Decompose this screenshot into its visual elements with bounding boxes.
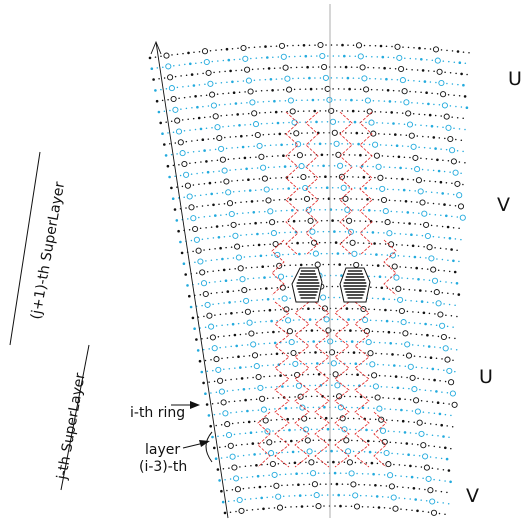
label-v-top: V [497,194,510,216]
sense-wire-ring [213,437,452,450]
stereo-wire-ring [214,448,449,461]
sense-wire-ring [223,503,446,516]
layer-label-line2: (i-3)-th [139,459,187,475]
stereo-wire-ring [186,272,459,287]
wire-rings [148,41,470,516]
stereo-wire-ring [196,338,458,352]
sense-wire-ring [205,393,458,408]
wire-cluster-left [291,267,323,303]
stereo-wire-ring [171,184,463,200]
stereo-wire-ring [179,228,462,244]
stereo-wire-ring [207,404,452,417]
sense-wire-ring [216,459,451,472]
stereo-wire-ring [221,492,450,505]
superlayer-upper-bracket [9,151,41,346]
ring-label: i-th ring [130,405,185,421]
stereo-wire-ring [218,470,452,484]
sense-wire-ring [173,195,465,211]
sense-wire-ring [177,217,460,233]
sense-wire-ring [159,107,464,125]
sense-wire-ring [180,239,458,255]
stereo-wire-ring [161,118,466,135]
label-u-top: U [508,68,522,90]
stereo-wire-ring [204,382,456,397]
layer-label-line1: layer [145,442,180,458]
sector-edge-line [155,41,229,519]
stereo-wire-ring [150,52,467,70]
layer-brace [205,431,213,463]
sense-wire-ring [166,151,466,168]
wire-cluster-right [339,267,371,303]
layer-pointer-arrow-icon [199,440,210,447]
stereo-wire-ring [182,250,460,266]
sense-wire-ring [184,261,457,276]
stereo-wire-ring [175,206,466,222]
sense-wire-ring [198,349,454,363]
ring-pointer-arrow-icon [190,401,200,409]
drift-cell-boundaries [257,111,397,468]
label-u-bottom: U [479,366,493,388]
sense-wire-ring [155,85,467,103]
sense-wire-ring [195,327,456,341]
stereo-wire-ring [193,316,454,331]
sense-wire-ring [148,41,470,60]
superlayer-lower-bracket [60,344,90,491]
sector-edge-arrow-icon [150,40,162,55]
label-v-bottom: V [466,485,479,507]
superlayer-lower-label: j-th SuperLayer [54,372,89,482]
stereo-wire-ring [200,360,456,374]
stereo-wire-ring [168,162,462,179]
superlayer-upper-label: (j+1)-th SuperLayer [28,180,68,320]
sense-wire-ring [209,415,454,428]
stereo-wire-ring [164,140,464,157]
sense-wire-ring [163,129,463,146]
stereo-wire-ring [211,426,450,439]
sense-wire-ring [152,63,468,81]
sense-wire-ring [220,481,448,494]
stereo-wire-ring [154,74,465,92]
stereo-wire-ring [157,96,469,114]
sense-wire-ring [170,173,464,190]
